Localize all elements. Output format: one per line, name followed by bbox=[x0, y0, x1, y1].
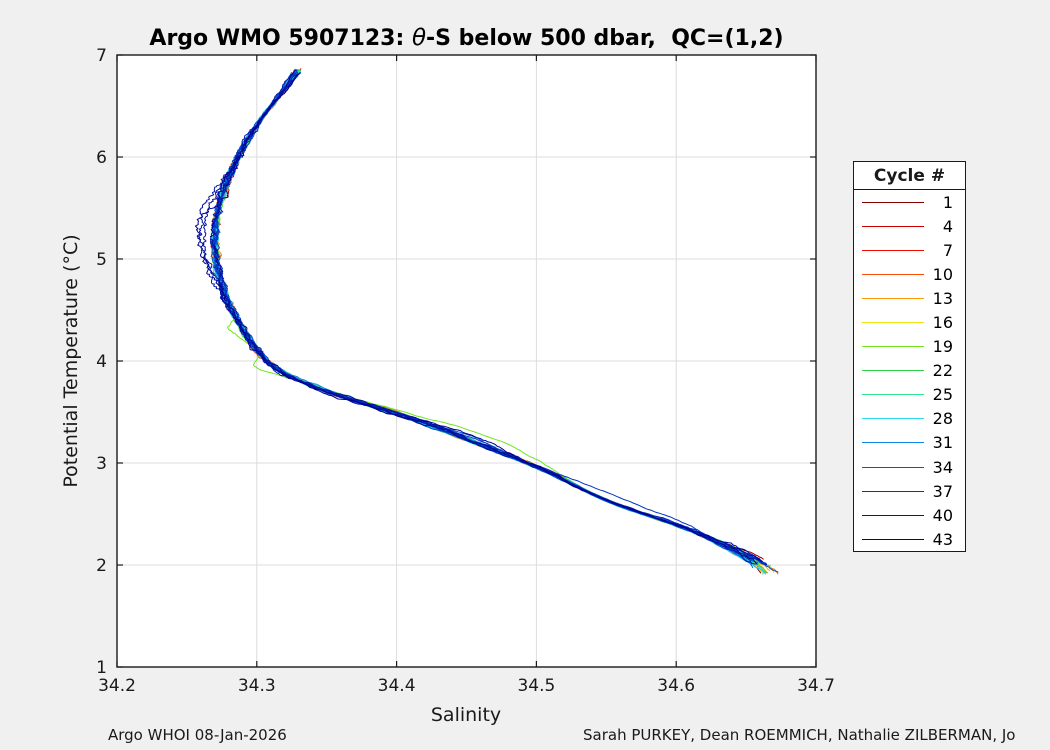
footer-credit-left: Argo WHOI 08-Jan-2026 bbox=[108, 726, 287, 744]
legend-entry-label: 43 bbox=[932, 529, 953, 549]
legend-entry-label: 31 bbox=[932, 433, 953, 453]
legend-line-sample bbox=[862, 370, 924, 372]
legend-entry-label: 19 bbox=[932, 337, 953, 357]
curve-cycle-43 bbox=[195, 72, 758, 565]
x-tick-label: 34.7 bbox=[797, 676, 835, 696]
y-tick-label: 7 bbox=[96, 46, 107, 66]
x-tick-label: 34.2 bbox=[98, 676, 136, 696]
chart-title: Argo WMO 5907123: θ-S below 500 dbar, QC… bbox=[0, 25, 933, 51]
y-tick-label: 2 bbox=[96, 556, 107, 576]
legend-entry-label: 4 bbox=[942, 216, 953, 236]
legend-line-sample bbox=[862, 418, 924, 420]
theta-symbol: θ bbox=[411, 25, 427, 51]
legend-entry-1: 1 bbox=[854, 190, 965, 214]
legend-title: Cycle # bbox=[854, 162, 965, 190]
legend-line-sample bbox=[862, 346, 924, 348]
legend-line-sample bbox=[862, 442, 924, 444]
y-tick-label: 5 bbox=[96, 250, 107, 270]
legend-entry-label: 10 bbox=[932, 264, 953, 284]
legend-line-sample bbox=[862, 322, 924, 324]
legend-line-sample bbox=[862, 490, 924, 492]
legend-line-sample bbox=[862, 514, 924, 516]
legend-entry-13: 13 bbox=[854, 286, 965, 310]
legend-entry-label: 28 bbox=[932, 409, 953, 429]
legend-line-sample bbox=[862, 466, 924, 468]
legend-line-sample bbox=[862, 273, 924, 275]
y-tick-label: 4 bbox=[96, 352, 107, 372]
x-axis-label: Salinity bbox=[430, 704, 502, 726]
y-tick-label: 6 bbox=[96, 148, 107, 168]
curves-group bbox=[195, 68, 779, 575]
legend-entry-label: 7 bbox=[942, 240, 953, 260]
legend-line-sample bbox=[862, 394, 924, 396]
x-tick-label: 34.4 bbox=[378, 676, 416, 696]
legend-entry-22: 22 bbox=[854, 359, 965, 383]
legend-entry-label: 37 bbox=[932, 481, 953, 501]
legend-entry-16: 16 bbox=[854, 310, 965, 334]
footer-credit-right: Sarah PURKEY, Dean ROEMMICH, Nathalie ZI… bbox=[583, 726, 1016, 744]
legend-entry-10: 10 bbox=[854, 262, 965, 286]
y-axis-label: Potential Temperature (°C) bbox=[60, 234, 82, 488]
legend: Cycle # 1 4 7 10 13 16 19 22 25 28 31 34 37 40 43 bbox=[853, 161, 966, 553]
legend-entry-25: 25 bbox=[854, 383, 965, 407]
legend-entry-label: 22 bbox=[932, 361, 953, 381]
y-tick-label: 1 bbox=[96, 658, 107, 678]
legend-entry-label: 25 bbox=[932, 385, 953, 405]
legend-entry-40: 40 bbox=[854, 503, 965, 527]
legend-entry-28: 28 bbox=[854, 407, 965, 431]
legend-entry-label: 40 bbox=[932, 505, 953, 525]
x-tick-label: 34.6 bbox=[657, 676, 695, 696]
curve-cycle-42 bbox=[210, 69, 763, 563]
legend-line-sample bbox=[862, 201, 924, 203]
legend-entry-label: 1 bbox=[942, 192, 953, 212]
x-tick-label: 34.5 bbox=[517, 676, 555, 696]
legend-line-sample bbox=[862, 225, 924, 227]
legend-entry-19: 19 bbox=[854, 335, 965, 359]
legend-entry-4: 4 bbox=[854, 214, 965, 238]
legend-entry-34: 34 bbox=[854, 455, 965, 479]
legend-entry-43: 43 bbox=[854, 527, 965, 551]
legend-entry-7: 7 bbox=[854, 238, 965, 262]
legend-entry-label: 34 bbox=[932, 457, 953, 477]
chart-title-prefix: Argo WMO 5907123: bbox=[149, 26, 412, 51]
legend-entry-label: 16 bbox=[932, 313, 953, 333]
x-tick-label: 34.3 bbox=[238, 676, 276, 696]
chart-title-suffix: -S below 500 dbar, QC=(1,2) bbox=[426, 26, 784, 51]
legend-line-sample bbox=[862, 297, 924, 299]
legend-entry-37: 37 bbox=[854, 479, 965, 503]
legend-entry-31: 31 bbox=[854, 431, 965, 455]
legend-line-sample bbox=[862, 538, 924, 540]
legend-line-sample bbox=[862, 249, 924, 251]
y-tick-label: 3 bbox=[96, 454, 107, 474]
legend-entries: 1 4 7 10 13 16 19 22 25 28 31 34 37 40 43 bbox=[854, 190, 965, 551]
legend-entry-label: 13 bbox=[932, 288, 953, 308]
axes-frame bbox=[116, 54, 817, 668]
